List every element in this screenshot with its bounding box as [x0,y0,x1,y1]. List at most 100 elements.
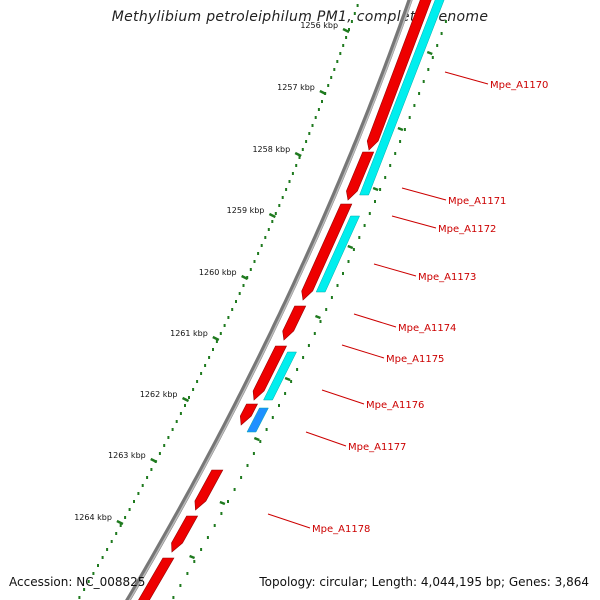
tick-dot [321,100,323,103]
tick-dot [150,468,153,471]
ruler-dot [290,380,293,383]
ruler-dot [284,392,287,395]
tick-dot [305,140,308,143]
tick-dot [92,572,95,575]
ruler-dot [403,128,406,131]
cds-arrow [252,345,287,401]
backbone-track [125,0,413,600]
ruler-dot [240,476,243,479]
tick-mark [294,151,302,158]
tick-dot [175,420,178,423]
ruler-dot [384,176,387,179]
gene-leader-line [267,513,311,529]
feature-bar [263,351,297,401]
rna-track [246,0,445,433]
map-title: Methylibium petroleiphilum PM1, complete… [111,9,489,25]
tick-mark [342,27,350,34]
ruler-dot [252,452,255,455]
gene-label: Mpe_A1170 [490,80,548,91]
ruler-dot [319,320,322,323]
ruler-dot [200,548,203,551]
cds-arrow [301,203,353,301]
tick-label: 1263 kbp [108,451,146,460]
tick-dot [327,84,330,87]
tick-dot [101,556,104,559]
backbone-highlight [128,0,413,600]
gene-ruler-mark [284,376,291,382]
tick-dot [83,588,86,591]
tick-dot [204,364,207,367]
tick-dot [257,252,260,255]
tick-dot [179,412,182,415]
gene-ruler-mark [314,314,321,320]
tick-dot [200,372,203,375]
tick-dot [285,188,288,191]
tick-dot [106,548,109,551]
ruler-dot [172,596,175,599]
tick-dot [97,564,99,567]
ruler-dot [313,332,316,335]
tick-dot [141,484,144,487]
gene-ruler-mark [219,500,226,506]
tick-dot [163,444,166,447]
ruler-dot [193,560,196,563]
ruler-dot [265,428,268,431]
gene-label: Mpe_A1176 [366,400,424,411]
gene-label: Mpe_A1172 [438,224,496,235]
gene-label: Mpe_A1171 [448,196,506,207]
cds-arrow [239,403,258,426]
tick-track: 1256 kbp 1257 kbp 1258 kbp 1259 kbp 1260 kbp… [74,4,447,599]
tick-dot [288,180,291,183]
tick-dot [353,12,356,15]
tick-dot [311,124,314,127]
ruler-dot [330,296,333,299]
tick-dot [317,108,320,111]
gene-ruler-mark [426,50,433,56]
tick-dot [238,292,241,295]
feature-bar [315,215,360,293]
ruler-dot [302,356,305,359]
tick-label: 1261 kbp [170,329,208,338]
tick-mark [116,519,124,526]
cds-track [138,0,432,600]
gene-leader-line [341,344,385,359]
tick-dot [249,268,252,271]
gene-label-track: Mpe_A1170 Mpe_A1171 Mpe_A1172 Mpe_A1173 Mpe_… [267,71,548,535]
gene-ruler-mark [253,436,260,442]
accession-label: Accession: NC_008825 [9,575,146,589]
ruler-dot [246,464,249,467]
gene-label: Mpe_A1178 [312,524,370,535]
gene-ruler-mark [397,126,404,132]
tick-dot [339,52,342,55]
gene-leader-line [401,187,447,201]
tick-dot [110,540,113,543]
tick-label: 1259 kbp [227,206,265,215]
gene-leader-line [305,431,347,447]
ruler-dot [374,200,376,203]
cds-arrow [171,515,199,553]
cds-arrow [138,557,175,600]
ruler-dot [389,164,392,167]
tick-label: 1258 kbp [252,145,290,154]
tick-dot [298,156,301,159]
tick-mark [212,335,220,342]
tick-dot [308,132,311,135]
gene-leader-line [353,313,397,328]
ruler-dot [436,44,439,47]
genome-summary: Topology: circular; Length: 4,044,195 bp… [259,575,589,589]
tick-dot [119,524,122,527]
gene-ruler-mark [372,186,379,192]
ruler-dot [213,524,216,527]
ruler-dot [427,68,430,71]
tick-dot [295,164,298,167]
tick-dot [278,204,281,207]
gene-label: Mpe_A1175 [386,354,444,365]
tick-dot [184,404,186,407]
tick-dot [264,236,267,239]
ruler-dot [271,416,274,419]
gene-ruler-mark [189,554,196,560]
ruler-dot [440,32,443,35]
tick-label: 1257 kbp [277,83,315,92]
ruler-dot [325,308,328,311]
